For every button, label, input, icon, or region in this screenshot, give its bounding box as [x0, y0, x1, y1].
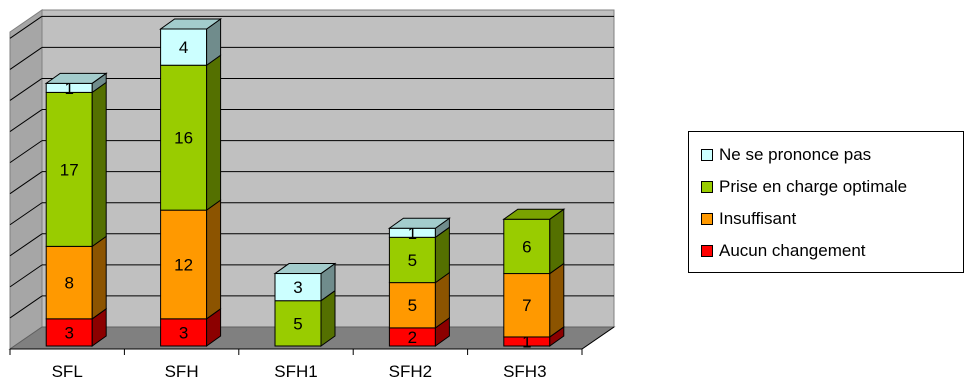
bar-segment-front — [45, 91, 93, 247]
legend-item: Insuffisant — [701, 203, 963, 235]
bar-top — [44, 72, 108, 84]
legend-label: Aucun changement — [719, 241, 866, 260]
gridline-side — [9, 264, 43, 288]
x-tick-label: SFH2 — [389, 362, 432, 381]
data-label: 6 — [522, 237, 531, 256]
legend-swatch — [701, 181, 713, 193]
bar-top — [387, 217, 451, 229]
data-label: 3 — [64, 323, 73, 342]
bar-segment-front — [274, 300, 322, 347]
legend-item: Prise en charge optimale — [701, 171, 963, 203]
legend-label: Insuffisant — [719, 209, 797, 228]
data-label: 2 — [408, 328, 417, 347]
gridline-side — [9, 233, 43, 257]
bar-segment-side — [91, 81, 107, 248]
legend-swatch — [701, 245, 713, 257]
data-label: 5 — [408, 296, 417, 315]
legend-label: Prise en charge optimale — [719, 177, 908, 196]
bar-segment-side — [549, 208, 565, 275]
bar-segment-front — [160, 28, 208, 66]
gridline-side — [9, 109, 43, 132]
bar-segment-front — [160, 318, 208, 347]
bar-segment-front — [160, 64, 208, 211]
bar-segment-front — [503, 218, 551, 275]
data-label: 4 — [179, 38, 188, 57]
data-label: 8 — [64, 274, 73, 293]
bar-segment-side — [206, 54, 222, 212]
bar-segment-front — [45, 245, 93, 320]
data-label: 1 — [408, 224, 417, 243]
bar-segment-front — [45, 318, 93, 347]
bar-top — [159, 18, 223, 30]
chart-legend: Ne se prononce pas Prise en charge optim… — [688, 131, 964, 273]
gridline-side — [9, 171, 43, 195]
legend-label: Ne se prononce pas — [719, 145, 872, 164]
gridline-side — [9, 46, 43, 70]
gridline-side — [9, 15, 43, 39]
data-label: 17 — [60, 160, 79, 179]
data-label: 3 — [293, 278, 302, 297]
gridline-side — [9, 295, 43, 319]
legend-item: Aucun changement — [701, 235, 963, 267]
gridline-side — [9, 140, 43, 164]
bar-segment-side — [549, 262, 565, 338]
data-label: 5 — [408, 251, 417, 270]
bar-segment-front — [388, 282, 436, 329]
legend-item: Ne se prononce pas — [701, 139, 963, 171]
data-label: 1 — [522, 332, 531, 351]
bar-segment-side — [206, 199, 222, 320]
side-wall — [9, 9, 43, 350]
bar-segment-front — [503, 273, 551, 338]
x-tick-label: SFH — [165, 362, 199, 381]
x-tick-label: SFH3 — [503, 362, 546, 381]
bar-top — [502, 208, 566, 220]
data-label: 7 — [522, 296, 531, 315]
legend-swatch — [701, 213, 713, 225]
x-tick-label: SFL — [52, 362, 83, 381]
bar-segment-side — [91, 235, 107, 320]
data-label: 1 — [64, 79, 73, 98]
bar-top — [273, 263, 337, 275]
x-tick-label: SFH1 — [274, 362, 317, 381]
data-label: 12 — [174, 255, 193, 274]
data-label: 16 — [174, 129, 193, 148]
gridline-side — [9, 78, 43, 101]
gridline-side — [9, 202, 43, 226]
data-label: 3 — [179, 323, 188, 342]
x-axis-depth — [581, 326, 615, 350]
legend-swatch — [701, 149, 713, 161]
bar-segment-front — [160, 209, 208, 320]
data-label: 5 — [293, 314, 302, 333]
